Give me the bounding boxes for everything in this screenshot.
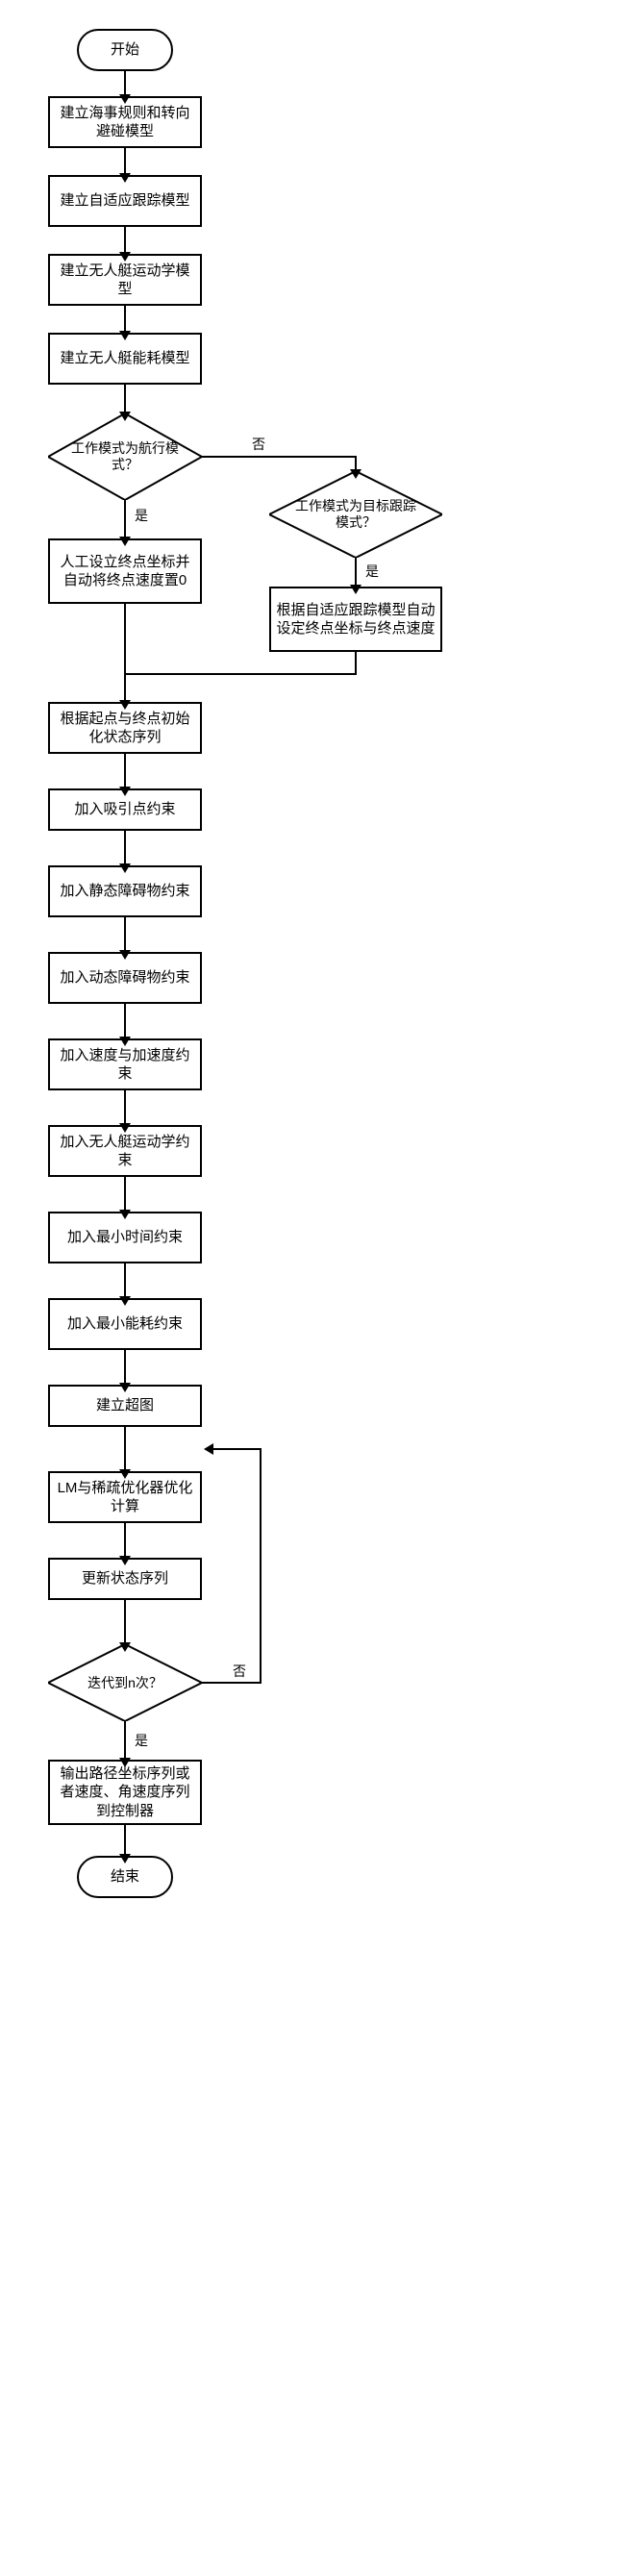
- node-n2: 建立自适应跟踪模型: [48, 175, 202, 227]
- arrow-26: [260, 1448, 262, 1684]
- node-start: 开始: [77, 29, 173, 71]
- node-text-d1: 工作模式为航行模式？: [52, 440, 198, 473]
- label-no3: 否: [231, 1662, 248, 1681]
- arrow-head-5: [119, 537, 131, 546]
- node-n3: 建立无人艇运动学模型: [48, 254, 202, 306]
- arrow-7: [202, 456, 355, 458]
- arrow-head-4: [119, 412, 131, 421]
- arrow-24: [124, 1825, 126, 1856]
- arrow-18: [124, 1263, 126, 1298]
- node-n18: 输出路径坐标序列或者速度、角速度序列到控制器: [48, 1760, 202, 1825]
- arrow-head-0: [119, 94, 131, 104]
- arrow-head-9: [350, 585, 361, 594]
- arrow-head-14: [119, 950, 131, 960]
- arrow-9: [355, 558, 357, 587]
- arrow-head-6: [119, 700, 131, 710]
- node-n11: 加入速度与加速度约束: [48, 1038, 202, 1090]
- arrow-10: [355, 652, 357, 673]
- arrow-25: [202, 1682, 260, 1684]
- arrow-head-27: [204, 1443, 213, 1455]
- arrow-12: [124, 754, 126, 788]
- node-n10: 加入动态障碍物约束: [48, 952, 202, 1004]
- arrow-head-19: [119, 1383, 131, 1392]
- arrow-3: [124, 306, 126, 333]
- node-n16: LM与稀疏优化器优化计算: [48, 1471, 202, 1523]
- arrow-21: [124, 1523, 126, 1558]
- arrow-1: [124, 148, 126, 175]
- node-n14: 加入最小能耗约束: [48, 1298, 202, 1350]
- arrow-15: [124, 1004, 126, 1038]
- arrow-head-18: [119, 1296, 131, 1306]
- label-yes1: 是: [133, 506, 150, 525]
- node-d3: 迭代到n次？: [48, 1644, 202, 1721]
- arrow-head-21: [119, 1556, 131, 1565]
- node-d1: 工作模式为航行模式？: [48, 413, 202, 500]
- arrow-6: [124, 604, 126, 702]
- arrow-head-1: [119, 173, 131, 183]
- arrow-head-2: [119, 252, 131, 262]
- arrow-head-16: [119, 1123, 131, 1133]
- arrow-16: [124, 1090, 126, 1125]
- arrow-11: [126, 673, 357, 675]
- node-n5: 人工设立终点坐标并自动将终点速度置0: [48, 538, 202, 604]
- node-text-d3: 迭代到n次？: [68, 1675, 182, 1691]
- label-yes2: 是: [363, 562, 381, 581]
- arrow-5: [124, 500, 126, 538]
- arrow-head-17: [119, 1210, 131, 1219]
- arrow-4: [124, 385, 126, 413]
- node-d2: 工作模式为目标跟踪模式？: [269, 471, 442, 558]
- arrow-head-24: [119, 1854, 131, 1863]
- arrow-head-12: [119, 787, 131, 796]
- label-yes3: 是: [133, 1731, 150, 1750]
- arrow-13: [124, 831, 126, 865]
- arrow-14: [124, 917, 126, 952]
- node-n6: 根据自适应跟踪模型自动设定终点坐标与终点速度: [269, 587, 442, 652]
- node-n7: 根据起点与终点初始化状态序列: [48, 702, 202, 754]
- arrow-head-22: [119, 1642, 131, 1652]
- arrow-head-8: [350, 469, 361, 479]
- node-n12: 加入无人艇运动学约束: [48, 1125, 202, 1177]
- arrow-17: [124, 1177, 126, 1212]
- arrow-head-15: [119, 1037, 131, 1046]
- arrow-23: [124, 1721, 126, 1760]
- arrow-0: [124, 71, 126, 96]
- arrow-20: [124, 1427, 126, 1471]
- node-text-d2: 工作模式为目标跟踪模式？: [273, 498, 438, 531]
- arrow-head-23: [119, 1758, 131, 1767]
- arrow-head-3: [119, 331, 131, 340]
- label-no1: 否: [250, 435, 267, 454]
- arrow-22: [124, 1600, 126, 1644]
- node-n9: 加入静态障碍物约束: [48, 865, 202, 917]
- arrow-2: [124, 227, 126, 254]
- arrow-head-13: [119, 863, 131, 873]
- arrow-head-20: [119, 1469, 131, 1479]
- node-n4: 建立无人艇能耗模型: [48, 333, 202, 385]
- arrow-19: [124, 1350, 126, 1385]
- node-n13: 加入最小时间约束: [48, 1212, 202, 1263]
- node-n1: 建立海事规则和转向避碰模型: [48, 96, 202, 148]
- arrow-27: [212, 1448, 260, 1450]
